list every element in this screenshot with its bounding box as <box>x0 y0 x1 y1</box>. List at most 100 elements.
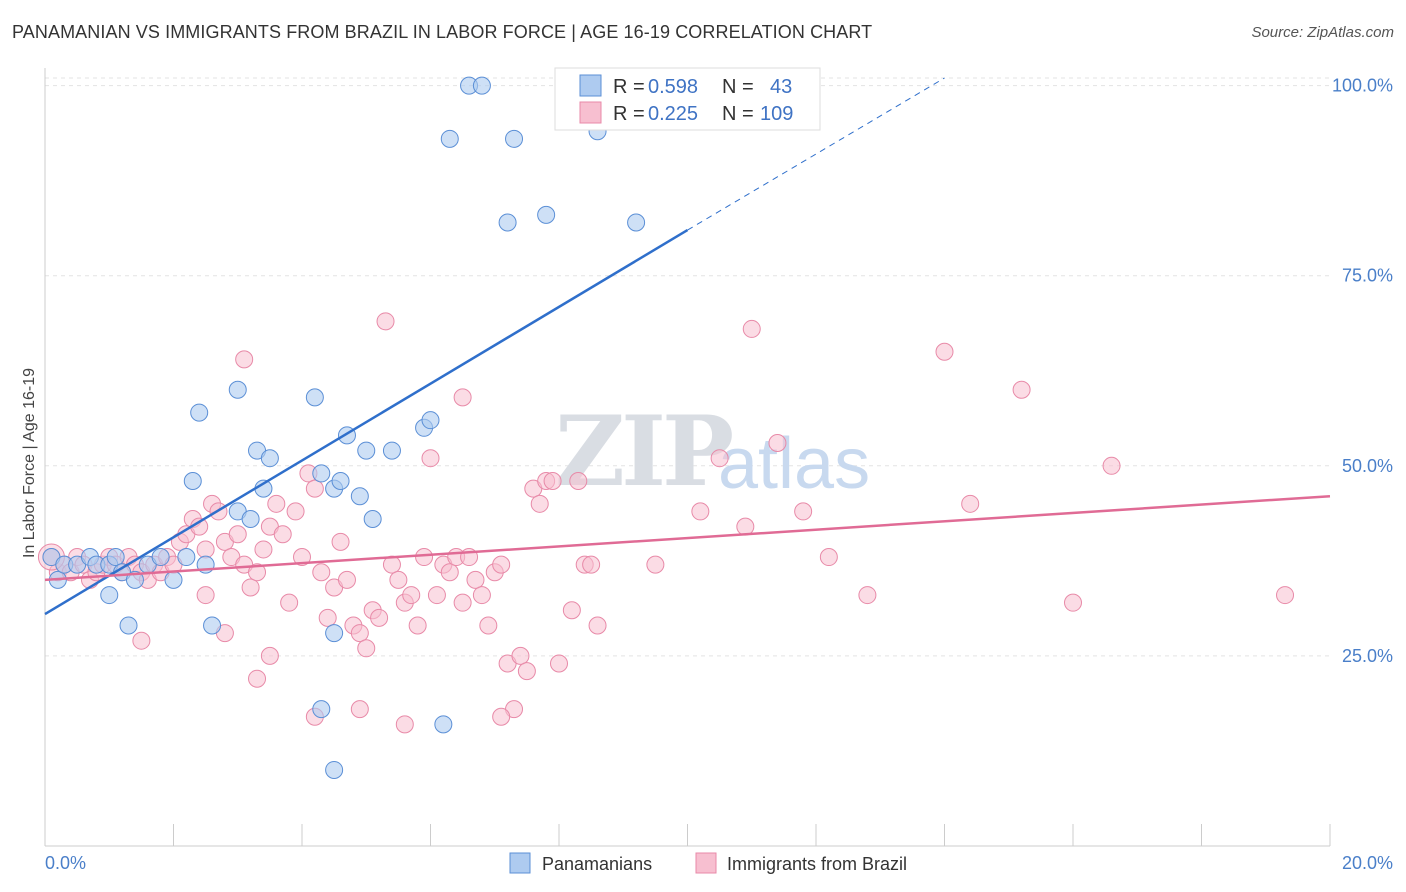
stats-pink-swatch <box>579 101 602 124</box>
stats-r-value-1: 0.598 <box>648 76 698 98</box>
brazil-point-37 <box>280 593 299 612</box>
panamanian-point-48 <box>434 715 453 734</box>
watermark-atlas: atlas <box>718 424 870 504</box>
panamanian-point-45 <box>119 616 138 635</box>
brazil-point-94 <box>935 342 954 361</box>
stats-n-label-1: N = <box>722 76 754 98</box>
panamanian-point-16 <box>203 616 222 635</box>
brazil-point-79 <box>550 654 568 673</box>
brazil-point-49 <box>357 639 376 658</box>
trend-lines <box>44 77 1331 616</box>
brazil-point-41 <box>305 479 324 498</box>
brazil-point-70 <box>492 555 511 574</box>
brazil-point-105 <box>260 646 279 665</box>
brazil-trend-line <box>44 494 1331 582</box>
legend-swatch-panamanians <box>509 852 531 874</box>
brazil-point-67 <box>472 586 491 605</box>
series-panamanians-points <box>42 76 646 779</box>
brazil-point-60 <box>427 586 446 605</box>
x-tick-label-0: 0.0% <box>45 853 86 873</box>
brazil-point-110 <box>492 707 511 726</box>
brazil-point-91 <box>794 502 813 521</box>
panamanian-point-33 <box>421 411 440 430</box>
stats-r-value-2: 0.225 <box>648 103 698 125</box>
panamanian-point-44 <box>100 586 119 605</box>
brazil-point-90 <box>768 433 787 452</box>
brazil-point-48 <box>350 624 369 643</box>
y-tick-label-3: 100.0% <box>1332 76 1393 96</box>
stats-n-label-2: N = <box>722 103 754 125</box>
panamanian-point-21 <box>228 380 247 399</box>
brazil-point-76 <box>530 494 549 513</box>
brazil-point-93 <box>858 586 877 605</box>
stats-r-label-1: R = <box>613 76 645 98</box>
brazil-point-84 <box>588 616 607 635</box>
brazil-point-104 <box>248 669 267 688</box>
panamanian-point-49 <box>325 760 344 779</box>
panamanian-point-23 <box>305 388 324 407</box>
stats-legend: R = 0.598 N = 43 R = 0.225 N = 109 <box>554 67 821 131</box>
brazil-point-73 <box>511 646 530 665</box>
panamanians-trend-extension <box>687 77 945 231</box>
brazil-point-31 <box>241 578 260 597</box>
chart-title: PANAMANIAN VS IMMIGRANTS FROM BRAZIL IN … <box>12 22 873 42</box>
watermark: ZIP atlas <box>555 395 870 508</box>
brazil-point-43 <box>318 608 337 627</box>
brazil-point-101 <box>196 586 215 605</box>
series-brazil-points <box>37 312 1295 734</box>
brazil-point-88 <box>736 517 755 536</box>
brazil-point-100 <box>235 350 254 369</box>
bottom-legend: Panamanians Immigrants from Brazil <box>509 852 907 874</box>
axes <box>44 68 1331 847</box>
brazil-point-74 <box>517 662 536 681</box>
y-axis-label: In Labor Force | Age 16-19 <box>21 368 38 558</box>
brazil-point-58 <box>415 548 434 567</box>
brazil-point-64 <box>453 593 472 612</box>
brazil-point-78 <box>543 472 562 491</box>
stats-n-value-1: 43 <box>770 76 792 98</box>
brazil-point-107 <box>350 700 369 719</box>
brazil-point-42 <box>312 563 331 582</box>
brazil-point-85 <box>646 555 665 574</box>
brazil-point-109 <box>453 388 472 407</box>
watermark-zip: ZIP <box>555 395 732 508</box>
brazil-point-98 <box>1102 456 1121 475</box>
panamanian-point-31 <box>382 441 401 460</box>
brazil-point-36 <box>273 525 292 544</box>
panamanian-point-18 <box>190 403 209 422</box>
panamanian-point-42 <box>627 213 646 232</box>
brazil-point-68 <box>479 616 498 635</box>
panamanians-trend-line <box>44 229 689 616</box>
brazil-point-66 <box>466 570 485 589</box>
stats-n-value-2: 109 <box>760 103 793 125</box>
brazil-point-108 <box>395 715 414 734</box>
stats-blue-swatch <box>579 74 602 97</box>
x-tick-label-1: 20.0% <box>1342 853 1393 873</box>
panamanian-point-7 <box>106 548 125 567</box>
y-tick-label-1: 50.0% <box>1342 456 1393 476</box>
brazil-point-102 <box>132 631 151 650</box>
stats-r-label-2: R = <box>613 103 645 125</box>
panamanian-point-11 <box>151 548 170 567</box>
brazil-point-89 <box>742 319 761 338</box>
brazil-point-24 <box>196 540 215 559</box>
x-tick-labels: 0.0% 20.0% <box>45 853 1393 873</box>
y-tick-label-2: 75.0% <box>1342 266 1393 286</box>
panamanian-point-46 <box>312 700 331 719</box>
brazil-point-95 <box>961 494 980 513</box>
panamanian-point-43 <box>363 510 382 529</box>
panamanian-point-13 <box>177 548 196 567</box>
panamanian-point-34 <box>440 129 459 148</box>
brazil-point-86 <box>691 502 710 521</box>
panamanian-point-9 <box>125 570 144 589</box>
panamanian-point-47 <box>325 624 344 643</box>
brazil-point-59 <box>421 449 440 468</box>
brazil-point-56 <box>402 586 421 605</box>
panamanian-point-12 <box>164 570 183 589</box>
brazil-point-81 <box>569 472 588 491</box>
panamanian-point-26 <box>331 472 350 491</box>
brazil-point-33 <box>254 540 273 559</box>
panamanian-point-24 <box>312 464 331 483</box>
brazil-point-92 <box>819 548 838 567</box>
